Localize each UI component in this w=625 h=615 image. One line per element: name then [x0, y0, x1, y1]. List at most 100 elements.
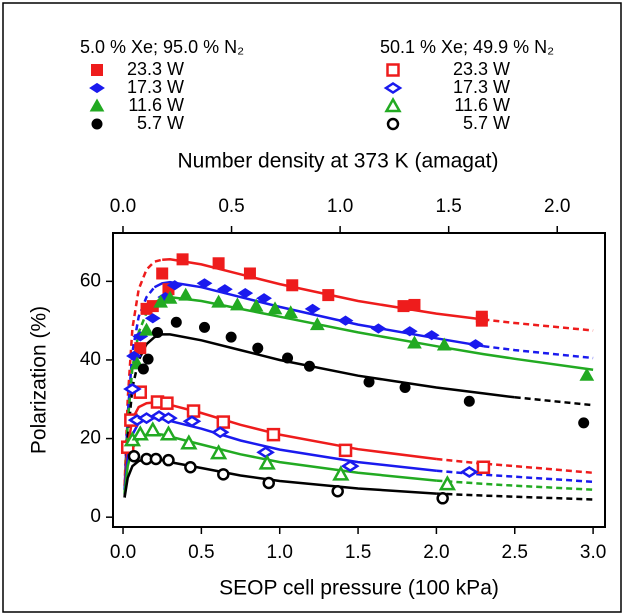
data-point — [267, 301, 283, 315]
x-tick-label: 1.0 — [267, 542, 293, 563]
data-point — [170, 316, 182, 328]
x2-tick-label: 2.0 — [544, 196, 570, 217]
data-point — [397, 300, 410, 313]
data-point — [127, 450, 141, 463]
legend-label: 5.7 W — [137, 113, 184, 133]
data-point — [237, 288, 254, 299]
data-point — [139, 322, 154, 336]
legend-title: 5.0 % Xe; 95.0 % N₂ — [80, 37, 244, 57]
data-point — [182, 415, 202, 428]
data-point — [159, 412, 178, 425]
data-point — [216, 415, 231, 429]
legend-label: 17.3 W — [453, 77, 510, 97]
data-point — [337, 315, 354, 326]
data-point — [467, 339, 484, 350]
x2-tick-label: 1.0 — [327, 196, 353, 217]
x2-tick-label: 1.5 — [435, 196, 461, 217]
y-axis-label: Polarization (%) — [28, 306, 51, 454]
legend-marker — [386, 117, 400, 131]
fit-curve-extrapolated — [436, 457, 594, 475]
data-point — [463, 395, 475, 407]
data-point — [212, 257, 225, 270]
legend-marker — [91, 64, 103, 76]
x-tick-label: 0.0 — [110, 542, 136, 563]
data-point — [151, 326, 163, 338]
data-point — [162, 290, 178, 304]
data-point — [438, 475, 457, 491]
data-point — [256, 446, 275, 459]
data-point — [144, 313, 161, 324]
y-tick-label: 60 — [80, 270, 101, 291]
data-point — [476, 460, 491, 475]
data-point — [459, 465, 479, 478]
data-point — [131, 425, 149, 441]
legend-label: 5.7 W — [463, 113, 510, 133]
y-tick-label: 20 — [80, 428, 101, 449]
data-point — [196, 278, 213, 289]
data-point — [160, 396, 174, 410]
legend-marker — [384, 96, 402, 113]
data-point — [210, 426, 230, 439]
data-point — [331, 484, 344, 498]
data-point — [282, 352, 294, 364]
data-point — [199, 321, 211, 333]
y-tick-label: 0 — [90, 506, 101, 527]
data-point — [303, 360, 315, 372]
data-point — [401, 326, 418, 337]
data-point — [309, 317, 325, 331]
data-point — [332, 465, 350, 481]
x-axis-label: SEOP cell pressure (100 kPa) — [219, 577, 499, 600]
legend-title: 50.1 % Xe; 49.9 % N₂ — [380, 37, 554, 57]
data-point — [134, 342, 147, 355]
data-point — [340, 460, 360, 473]
fit-curve — [162, 258, 484, 321]
fit-curve — [145, 295, 594, 372]
fit-curve-extrapolated — [436, 469, 594, 484]
data-point — [258, 454, 276, 470]
x-tick-label: 1.5 — [345, 542, 371, 563]
data-point — [209, 444, 228, 460]
data-point — [225, 331, 237, 343]
legend-marker — [386, 63, 400, 77]
data-point — [149, 452, 163, 466]
data-point — [217, 468, 230, 481]
data-point — [578, 417, 590, 429]
data-point — [370, 323, 387, 334]
data-point — [423, 330, 440, 341]
data-point — [338, 443, 353, 458]
fit-curve-extrapolated — [123, 258, 594, 486]
data-point — [216, 284, 233, 295]
data-point — [162, 453, 175, 467]
data-point — [184, 461, 197, 474]
y-tick-label: 40 — [80, 349, 101, 370]
data-point — [243, 267, 256, 280]
legend-label: 11.6 W — [128, 95, 184, 115]
x-tick-label: 3.0 — [580, 542, 606, 563]
data-point — [436, 337, 452, 351]
data-point — [363, 376, 375, 388]
fit-curve — [145, 333, 515, 399]
fit-curve-extrapolated — [123, 286, 594, 490]
data-point — [256, 293, 272, 304]
data-point — [137, 363, 149, 375]
legend-marker — [91, 118, 103, 130]
legend-label: 17.3 W — [127, 77, 184, 97]
data-point — [408, 298, 421, 311]
data-point — [156, 267, 169, 280]
data-point — [211, 294, 226, 308]
data-point — [252, 342, 264, 354]
legend-marker — [89, 98, 105, 112]
data-point — [142, 353, 154, 365]
data-point — [266, 427, 281, 442]
data-point — [322, 289, 335, 302]
data-point — [180, 434, 198, 450]
data-point — [262, 476, 275, 490]
legend-label: 23.3 W — [127, 59, 184, 79]
data-point — [283, 305, 299, 319]
data-point — [407, 335, 422, 349]
plot-frame — [112, 232, 606, 528]
fit-curve — [123, 457, 437, 498]
data-point — [579, 367, 595, 381]
